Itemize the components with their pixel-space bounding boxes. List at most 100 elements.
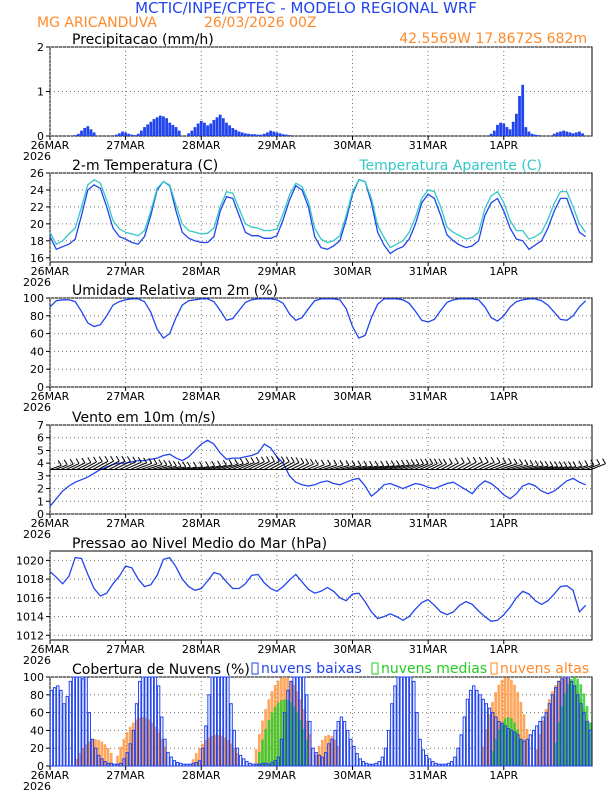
precip-bar — [234, 129, 238, 136]
cloud-bar-low — [393, 685, 397, 767]
wind-barb-flag — [405, 459, 410, 465]
cloud-bar-high — [147, 719, 151, 766]
wind-barb — [328, 464, 344, 470]
rh-xtick-label: 27MAR — [106, 390, 145, 403]
cloud-bar-low — [541, 716, 545, 767]
cloud-bar-high — [163, 746, 167, 766]
cloud-bar-low — [386, 729, 391, 767]
cloud-bar-mid — [579, 684, 583, 766]
cloud-bar-high — [191, 759, 195, 766]
cloud-bar-high — [109, 752, 113, 766]
wind-barb — [472, 461, 489, 470]
wind-barb — [558, 466, 572, 470]
cloud-bar-mid — [585, 706, 589, 766]
wind-barb — [119, 461, 137, 470]
wind-barb — [87, 461, 103, 470]
wind-barb — [92, 460, 109, 470]
wind-barb — [65, 463, 80, 470]
cloud-bar-high — [229, 743, 233, 766]
cloud-bar-low — [443, 763, 448, 767]
wind-barb-flag — [572, 461, 577, 467]
wind-barb-flag — [260, 456, 265, 462]
wind-barb — [285, 462, 300, 470]
precip-bar — [83, 127, 87, 136]
wind-barb-flag — [466, 457, 471, 463]
wind-barb — [590, 463, 606, 470]
cloud-bar-mid — [491, 751, 494, 766]
cloud-bar-low — [201, 747, 205, 767]
cloud-bar-high — [551, 691, 554, 766]
cloud-bar-low — [472, 685, 476, 767]
header-coords: 42.5569W 17.8672S 682m — [399, 31, 587, 47]
cloud-bar-low — [317, 754, 322, 767]
cloud-bar-low — [251, 763, 255, 767]
cloud-bar-low — [579, 703, 583, 767]
cloud-bar-low — [301, 676, 306, 767]
wind-xtick-label: 1APR — [489, 517, 518, 530]
precip-bar — [247, 133, 250, 136]
cloud-bar-low — [342, 721, 347, 767]
cloud-bar-low — [330, 738, 334, 767]
cloud-bar-high — [497, 684, 501, 766]
cloud-bar-high — [494, 692, 497, 766]
wind-barb — [392, 464, 410, 470]
cloud-bar-low — [446, 762, 451, 767]
cloud-bar-low — [390, 703, 394, 767]
cloud-bar-high — [547, 699, 551, 766]
cloud-bar-high — [213, 734, 217, 766]
wind-barb — [108, 460, 126, 470]
wind-barb — [157, 465, 172, 470]
cloud-bar-low — [355, 753, 359, 767]
cloud-bar-low — [273, 760, 277, 767]
cloud-bar-high — [100, 741, 104, 766]
cloud-bar-low — [178, 762, 183, 767]
cloud-bar-low — [52, 687, 57, 767]
precip-bar — [190, 130, 194, 136]
cloud-bar-low — [298, 676, 303, 767]
temp-ytick-label: 16 — [30, 252, 44, 265]
cloud-bar-low — [465, 698, 470, 767]
cloud-bar-low — [538, 721, 542, 767]
wind-barb — [532, 465, 549, 470]
cloud-bar-low — [279, 738, 284, 767]
precip-bar — [568, 132, 572, 136]
cloud-bar-low — [138, 680, 142, 767]
cloud-bar-low — [522, 740, 526, 767]
precip-bar — [114, 134, 118, 136]
cloud-bar-low — [182, 763, 186, 767]
wind-barb — [280, 461, 295, 470]
cloud-bar-low — [213, 676, 218, 767]
pressure-year-label: 2026 — [23, 654, 51, 667]
wind-barb — [456, 461, 471, 470]
precip-bar — [221, 118, 225, 136]
wind-barb — [71, 462, 86, 470]
precip-bar — [262, 133, 266, 136]
cloud-legend-swatch — [490, 662, 498, 675]
cloud-bar-low — [305, 694, 309, 767]
wind-barb — [355, 465, 373, 470]
cloud-bar-low — [405, 676, 410, 767]
precip-bar — [171, 124, 175, 136]
cloud-ytick-label: 100 — [23, 671, 44, 684]
cloud-bar-low — [219, 676, 224, 767]
cloud-bar-low — [144, 676, 148, 767]
cloud-bar-high — [314, 754, 318, 766]
wind-barb — [376, 465, 395, 470]
cloud-bar-low — [513, 731, 517, 767]
cloud-bar-low — [106, 762, 110, 767]
cloud-bar-low — [336, 721, 340, 767]
cloud-bar-low — [122, 758, 126, 767]
wind-barb — [403, 463, 420, 470]
cloud-legend-0: nuvens baixas — [261, 661, 362, 677]
precip-bar — [177, 130, 181, 136]
wind-barb-flag — [98, 456, 103, 462]
wind-barb — [398, 463, 415, 470]
precip-bar — [518, 95, 521, 136]
cloud-bar-high — [232, 747, 236, 766]
wind-barb-flag — [484, 456, 489, 463]
wind-barb — [103, 460, 120, 470]
cloud-bar-low — [383, 747, 388, 767]
cloud-bar-low — [456, 747, 460, 767]
cloud-bar-high — [207, 737, 211, 766]
cloud-bar-high — [119, 746, 123, 766]
